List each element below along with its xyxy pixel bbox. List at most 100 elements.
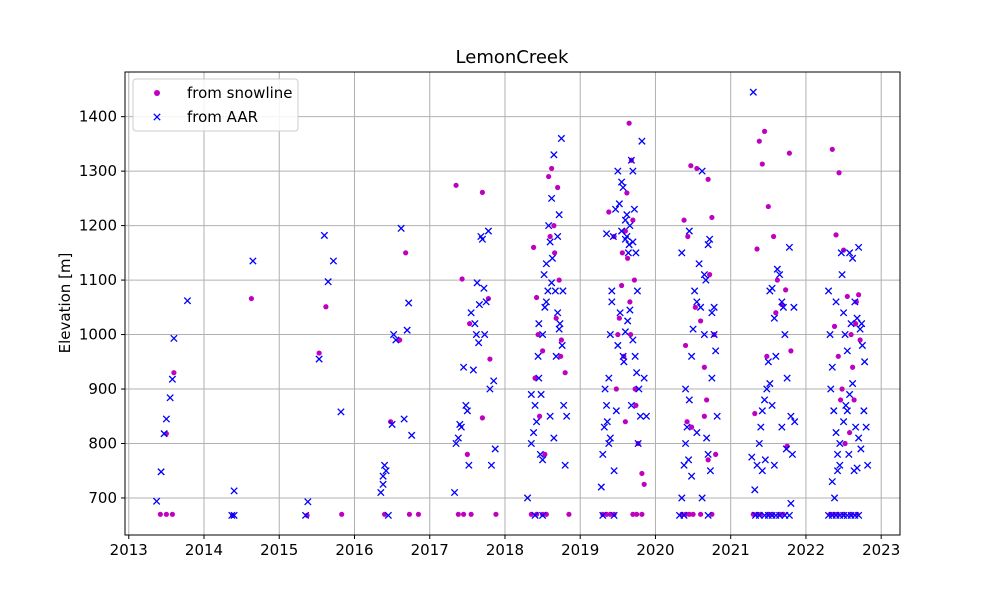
aar-point (621, 328, 630, 336)
snowline-point (619, 250, 625, 256)
chart-title: LemonCreek (456, 47, 569, 68)
aar-point (534, 352, 542, 360)
aar-point (785, 511, 794, 520)
aar-point (615, 200, 624, 208)
aar-point (537, 390, 545, 399)
snowline-point (388, 419, 394, 425)
snowline-point (530, 244, 537, 250)
aar-point (858, 341, 867, 350)
aar-point (625, 241, 633, 249)
snowline-point (171, 370, 177, 376)
aar-point (603, 418, 611, 426)
aar-point (862, 423, 870, 431)
aar-point (553, 309, 562, 317)
aar-point (552, 352, 560, 360)
aar-point (408, 431, 416, 439)
aar-point (634, 439, 642, 448)
aar-point (388, 420, 396, 429)
aar-point (473, 279, 481, 287)
aar-point (606, 434, 614, 442)
aar-point (560, 401, 568, 410)
aar-point (690, 287, 699, 295)
aar-point (301, 511, 310, 520)
aar-point (749, 88, 757, 96)
aar-point (162, 415, 171, 423)
aar-point (627, 401, 636, 410)
aar-point (640, 374, 648, 382)
snowline-point (764, 353, 770, 359)
aar-point (403, 326, 411, 334)
aar-point (827, 385, 835, 393)
snowline-point (831, 323, 838, 329)
aar-point (624, 249, 633, 257)
snowline-point (704, 397, 710, 403)
aar-point (384, 511, 393, 520)
aar-point (614, 341, 622, 350)
snowline-point (839, 386, 845, 392)
snowline-point (765, 203, 771, 210)
aar-point (790, 303, 798, 311)
aar-point (770, 461, 779, 469)
aar-point (487, 461, 496, 469)
aar-point (608, 298, 616, 306)
snowline-point (856, 292, 862, 298)
aar-point (379, 480, 387, 489)
aar-point (713, 412, 721, 420)
aar-point (763, 385, 771, 393)
data-points (152, 88, 872, 520)
aar-point (782, 445, 791, 453)
aar-point (602, 230, 611, 238)
legend: from snowline from AAR (132, 78, 299, 132)
snowline-point (837, 397, 844, 403)
aar-point (459, 363, 468, 371)
snowline-point (788, 348, 794, 354)
snowline-point (533, 294, 540, 301)
snowline-point (467, 321, 473, 327)
y-tick-label: 1300 (79, 162, 117, 180)
snowline-point (686, 511, 692, 517)
snowline-point (536, 413, 543, 419)
aar-point (597, 483, 605, 491)
snowline-point (630, 511, 636, 517)
aar-point (760, 396, 769, 404)
aar-point (839, 418, 848, 426)
aar-point (304, 498, 312, 506)
aar-point (535, 319, 543, 328)
aar-point (542, 298, 551, 306)
aar-point (781, 330, 789, 339)
aar-point (478, 235, 487, 243)
y-tick-label: 1100 (79, 271, 117, 289)
x-tick-label: 2013 (110, 541, 148, 559)
snowline-point (627, 299, 633, 305)
aar-point (531, 401, 539, 410)
x-tick-label: 2019 (561, 541, 599, 559)
aar-point (638, 137, 646, 145)
aar-point (617, 178, 626, 186)
snowline-point (464, 451, 470, 457)
aar-point (614, 167, 622, 175)
aar-point (405, 299, 413, 307)
x-tick-label: 2023 (862, 541, 900, 559)
aar-point (698, 494, 706, 502)
aar-point (324, 278, 332, 286)
aar-point (454, 434, 462, 442)
aar-point (775, 270, 784, 279)
aar-point (854, 434, 863, 442)
y-tick-label: 700 (88, 489, 117, 507)
snowline-point (566, 511, 572, 517)
aar-point (617, 227, 626, 235)
aar-point (157, 468, 165, 476)
aar-point (626, 221, 634, 230)
snowline-point (685, 233, 691, 240)
aar-point (249, 257, 257, 265)
aar-point (632, 249, 640, 257)
aar-point (550, 151, 558, 159)
aar-point (836, 461, 844, 469)
aar-point (482, 298, 490, 306)
aar-point (851, 298, 859, 306)
aar-point (841, 330, 849, 339)
aar-point (609, 232, 617, 241)
aar-point (824, 287, 833, 295)
aar-point (843, 347, 851, 355)
snowline-point (415, 511, 422, 517)
